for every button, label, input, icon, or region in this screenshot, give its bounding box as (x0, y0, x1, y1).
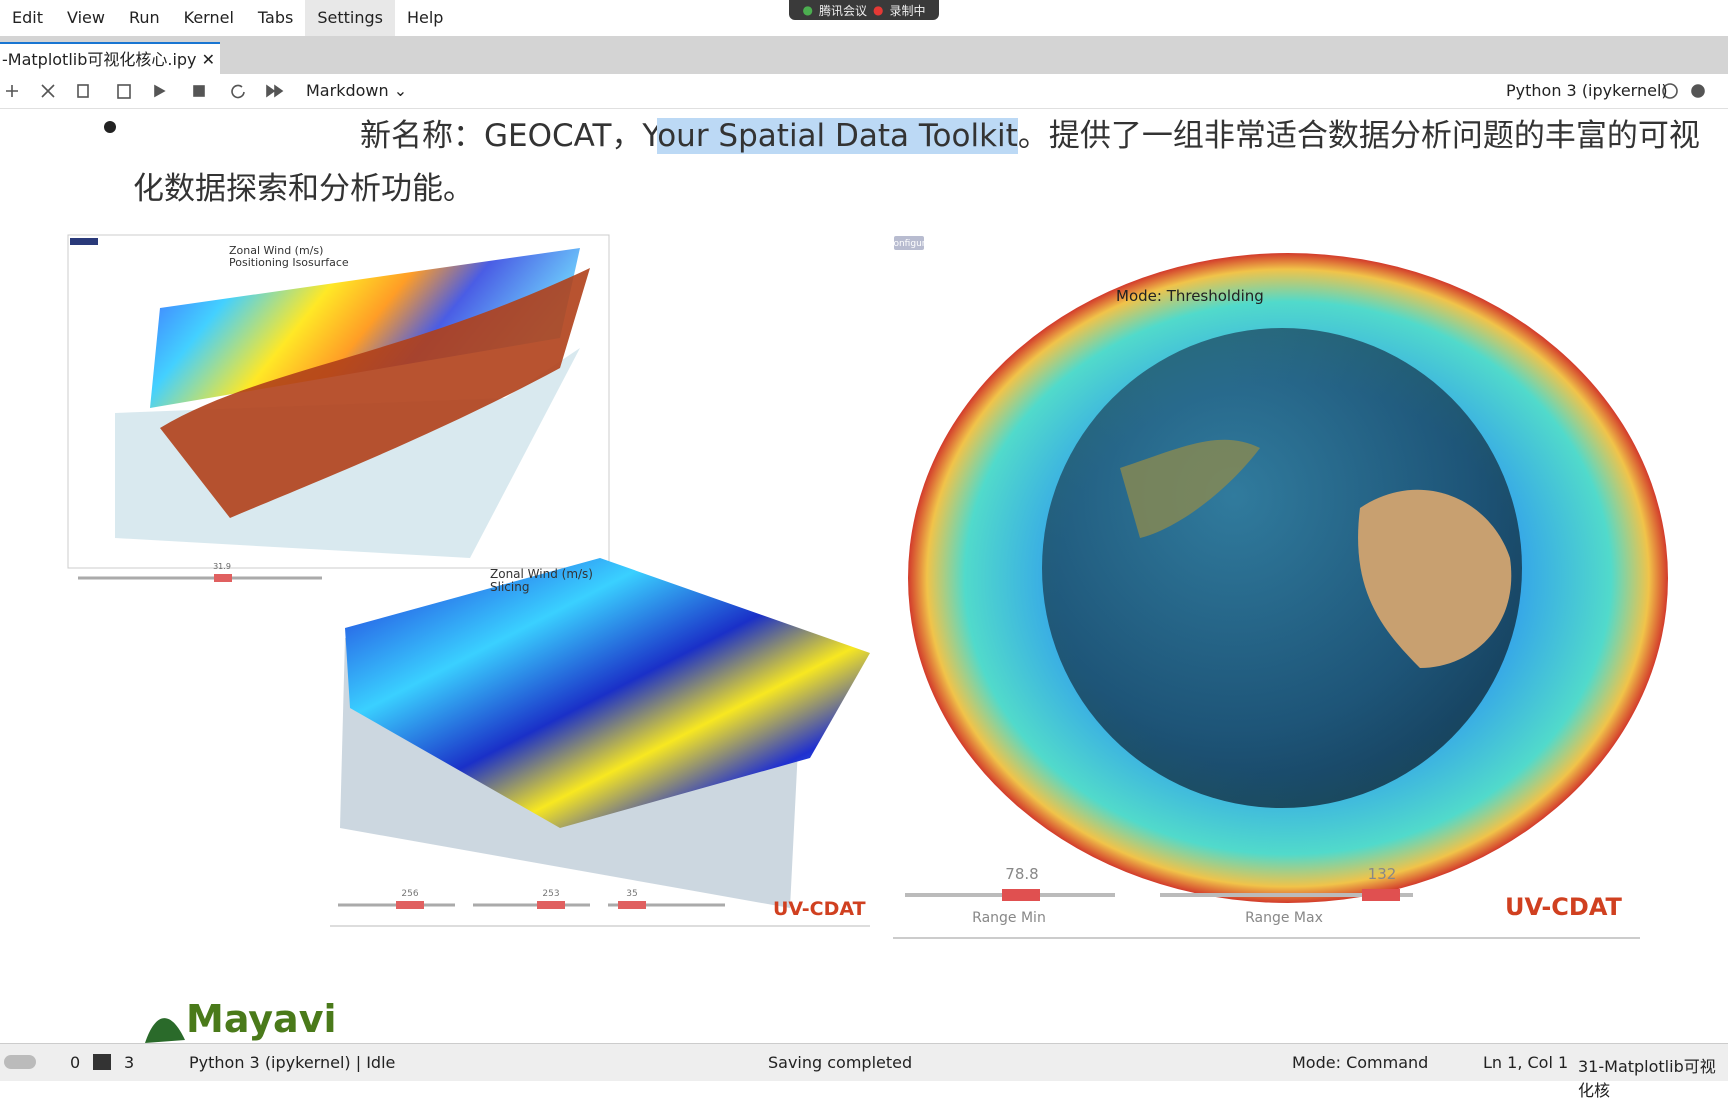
config-button[interactable] (70, 238, 98, 245)
mode: Mode: Command (1292, 1053, 1429, 1072)
recording-status: 录制中 (889, 3, 926, 18)
slider-thumb[interactable] (396, 901, 424, 909)
slider-thumb[interactable] (214, 574, 232, 582)
logo: UV-CDAT (1505, 893, 1623, 921)
slider-value: 132 (1368, 865, 1397, 883)
copy[interactable] (77, 84, 89, 98)
meeting-app: 腾讯会议 (818, 3, 867, 18)
slider-value: 35 (626, 889, 637, 899)
icon: ● (802, 3, 813, 17)
slider-label: Range Min (972, 910, 1046, 926)
logo: Mayavi (186, 997, 337, 1041)
land (1120, 439, 1260, 538)
menu-item[interactable]: View (66, 8, 105, 27)
kernel-state[interactable]: Python 3 (ipykernel) | Idle (189, 1053, 396, 1072)
figure-subtitle: Slicing (490, 580, 529, 594)
isosurface (160, 268, 590, 518)
debugger[interactable] (1691, 84, 1705, 98)
wind-slice (150, 248, 580, 408)
slider-label: Range Max (1245, 910, 1323, 926)
cell-text: 。提供了一组非常适合数据分析问题的丰富的可视化数据探索和分析功能。 (133, 118, 1700, 207)
kernel-status (1662, 83, 1678, 99)
cell-type-select[interactable]: Markdown ⌄ (306, 81, 408, 100)
close-tab[interactable]: ✕ (201, 50, 216, 69)
notebook-tab[interactable]: -Matplotlib可视化核心.ipy ✕ (0, 42, 220, 74)
slider-thumb[interactable] (1002, 889, 1040, 901)
restart[interactable] (231, 84, 245, 99)
slider-value: 78.8 (1005, 865, 1038, 883)
figure-subtitle: Positioning Isosurface (229, 256, 349, 269)
menu-item[interactable]: Edit (12, 8, 43, 27)
terminal-count: 0 (70, 1053, 81, 1072)
cell-type: Markdown (306, 81, 389, 100)
slider-thumb[interactable] (537, 901, 565, 909)
run-all[interactable] (266, 84, 284, 98)
cut[interactable] (41, 84, 55, 98)
paste[interactable] (117, 84, 131, 99)
slider-thumb[interactable] (618, 901, 646, 909)
logo-icon (145, 1018, 185, 1043)
tab-title: -Matplotlib可视化核心.ipy (2, 50, 197, 69)
slider-thumb[interactable] (1362, 889, 1400, 901)
slider-value: 31.9 (213, 562, 231, 571)
stop[interactable] (193, 85, 205, 97)
menu-item[interactable]: Help (406, 8, 444, 27)
bullet (104, 121, 116, 133)
terminal-icon (93, 1054, 111, 1070)
kernel-count: 3 (124, 1053, 135, 1072)
cursor-position[interactable]: Ln 1, Col 1 (1483, 1053, 1569, 1072)
menu-item[interactable]: Settings (305, 0, 395, 36)
figure-title: Zonal Wind (m/s) (490, 567, 593, 581)
cell-text: 新名称：GEOCAT，Y (360, 118, 658, 154)
status-bar: 0 3 Python 3 (ipykernel) | Idle Saving c… (0, 1043, 1728, 1100)
file-name: 31-Matplotlib可视化核 (1578, 1057, 1716, 1100)
add-cell[interactable] (6, 85, 18, 97)
selected-text: our Spatial Data Toolkit (657, 118, 1018, 154)
menu-item[interactable]: Kernel (183, 8, 234, 27)
save-status: Saving completed (768, 1053, 913, 1072)
menu-item[interactable]: Tabs (257, 8, 294, 27)
slider-value: 253 (542, 889, 559, 899)
slider-value: 256 (401, 889, 418, 899)
toolbar-icons (6, 83, 1705, 99)
kernel-name[interactable]: Python 3 (ipykernel) (1506, 81, 1668, 100)
menu-item[interactable]: Run (128, 8, 160, 27)
simple-toggle[interactable] (4, 1055, 36, 1069)
config-button[interactable] (894, 236, 924, 250)
figure-title: Zonal Wind (m/s) (229, 244, 323, 257)
logo: UV-CDAT (773, 898, 866, 920)
notebook-toolbar: Markdown ⌄ Python 3 (ipykernel) (0, 74, 1728, 109)
africa (1358, 489, 1512, 668)
meeting-badge[interactable]: ● 腾讯会议 ● 录制中 (789, 0, 939, 20)
earth (1042, 328, 1522, 808)
tab-bar (0, 36, 1728, 74)
mode-label: Mode: Thresholding (1116, 287, 1264, 305)
notebook-content: Zonal Wind (m/s) Positioning Isosurface … (0, 108, 1728, 1043)
icon: ● (873, 3, 884, 17)
markdown-cell[interactable]: 新名称：GEOCAT，Your Spatial Data Toolkit。提供了… (133, 110, 1711, 216)
wind-slice (345, 558, 870, 828)
button-label: Configure (887, 239, 931, 249)
run[interactable] (154, 84, 166, 98)
figures: Zonal Wind (m/s) Positioning Isosurface … (67, 121, 1668, 1043)
